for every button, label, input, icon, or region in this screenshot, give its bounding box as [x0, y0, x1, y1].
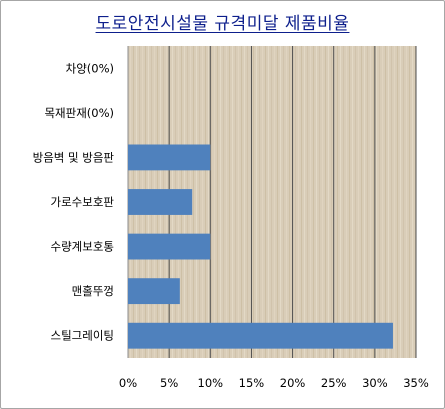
- category-label: 차양(0%): [66, 61, 114, 75]
- category-label: 맨홀뚜껑: [72, 284, 114, 298]
- category-label: 수량계보호통: [51, 240, 114, 254]
- category-label: 가로수보호판: [51, 195, 115, 209]
- category-label: 스틸그레이팅: [51, 329, 114, 343]
- x-tick-label: 5%: [160, 376, 178, 390]
- category-labels: 차양(0%) 목재판재(0%) 방음벽 및 방음판가로수보호판수량계보호통맨홀뚜껑스…: [33, 61, 115, 342]
- x-tick-label: 35%: [403, 376, 429, 390]
- x-tick-label: 20%: [280, 376, 306, 390]
- x-tick-label: 0%: [119, 376, 137, 390]
- x-tick-label: 10%: [198, 376, 224, 390]
- chart-title: 도로안전시설물 규격미달 제품비율: [95, 14, 350, 34]
- x-tick-label: 30%: [362, 376, 388, 390]
- x-tick-label: 15%: [239, 376, 265, 390]
- category-label: 목재판재(0%): [44, 106, 114, 120]
- bars: [128, 144, 393, 349]
- bar: [128, 322, 393, 349]
- tick-labels: 0% 5% 10% 15% 20% 25% 30% 35%: [119, 376, 429, 390]
- bar: [128, 233, 211, 260]
- x-tick-label: 25%: [321, 376, 347, 390]
- bar: [128, 278, 180, 305]
- category-label: 방음벽 및 방음판: [33, 150, 115, 164]
- bar: [128, 144, 211, 171]
- bar: [128, 189, 193, 215]
